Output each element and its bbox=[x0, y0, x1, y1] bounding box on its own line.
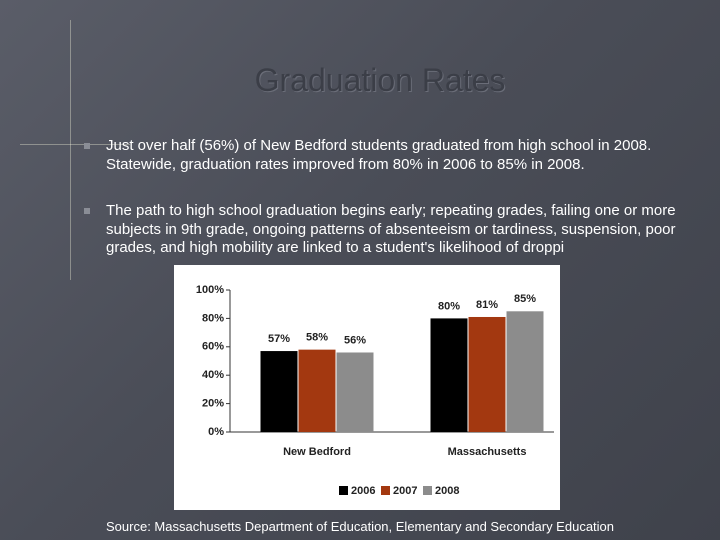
legend-label: 2008 bbox=[435, 485, 459, 497]
value-label: 56% bbox=[344, 334, 366, 346]
legend-swatch bbox=[339, 486, 348, 495]
y-tick-label: 60% bbox=[202, 341, 224, 353]
bar bbox=[298, 349, 336, 432]
bullet-text: Just over half (56%) of New Bedford stud… bbox=[106, 137, 652, 173]
bar bbox=[506, 311, 544, 432]
legend-label: 2007 bbox=[393, 485, 417, 497]
bullet-marker bbox=[84, 143, 90, 149]
value-label: 57% bbox=[268, 333, 290, 345]
y-tick-label: 80% bbox=[202, 312, 224, 324]
x-tick-label: Massachusetts bbox=[448, 446, 527, 458]
legend-swatch bbox=[381, 486, 390, 495]
decor-line bbox=[20, 144, 130, 145]
chart: 0% 20% 40% 60% 80% 100% New Bedford 57% 58% 56% Ma… bbox=[174, 265, 560, 510]
x-tick-label: New Bedford bbox=[283, 446, 351, 458]
legend-swatch bbox=[423, 486, 432, 495]
y-tick-label: 100% bbox=[196, 284, 224, 296]
value-label: 81% bbox=[476, 299, 498, 311]
y-tick-label: 0% bbox=[208, 426, 224, 438]
y-tick-label: 20% bbox=[202, 398, 224, 410]
y-tick-label: 40% bbox=[202, 369, 224, 381]
decor-line bbox=[70, 20, 71, 280]
bar bbox=[430, 318, 468, 432]
value-label: 58% bbox=[306, 332, 328, 344]
bullet-text: The path to high school graduation begin… bbox=[106, 202, 676, 256]
value-label: 85% bbox=[514, 293, 536, 305]
bar bbox=[260, 351, 298, 432]
bar bbox=[468, 316, 506, 432]
value-label: 80% bbox=[438, 300, 460, 312]
source-note: Source: Massachusetts Department of Educ… bbox=[106, 519, 615, 534]
bar bbox=[336, 352, 374, 432]
slide-title: Graduation Rates bbox=[254, 62, 506, 98]
bullet-marker bbox=[84, 208, 90, 214]
legend-label: 2006 bbox=[351, 485, 375, 497]
